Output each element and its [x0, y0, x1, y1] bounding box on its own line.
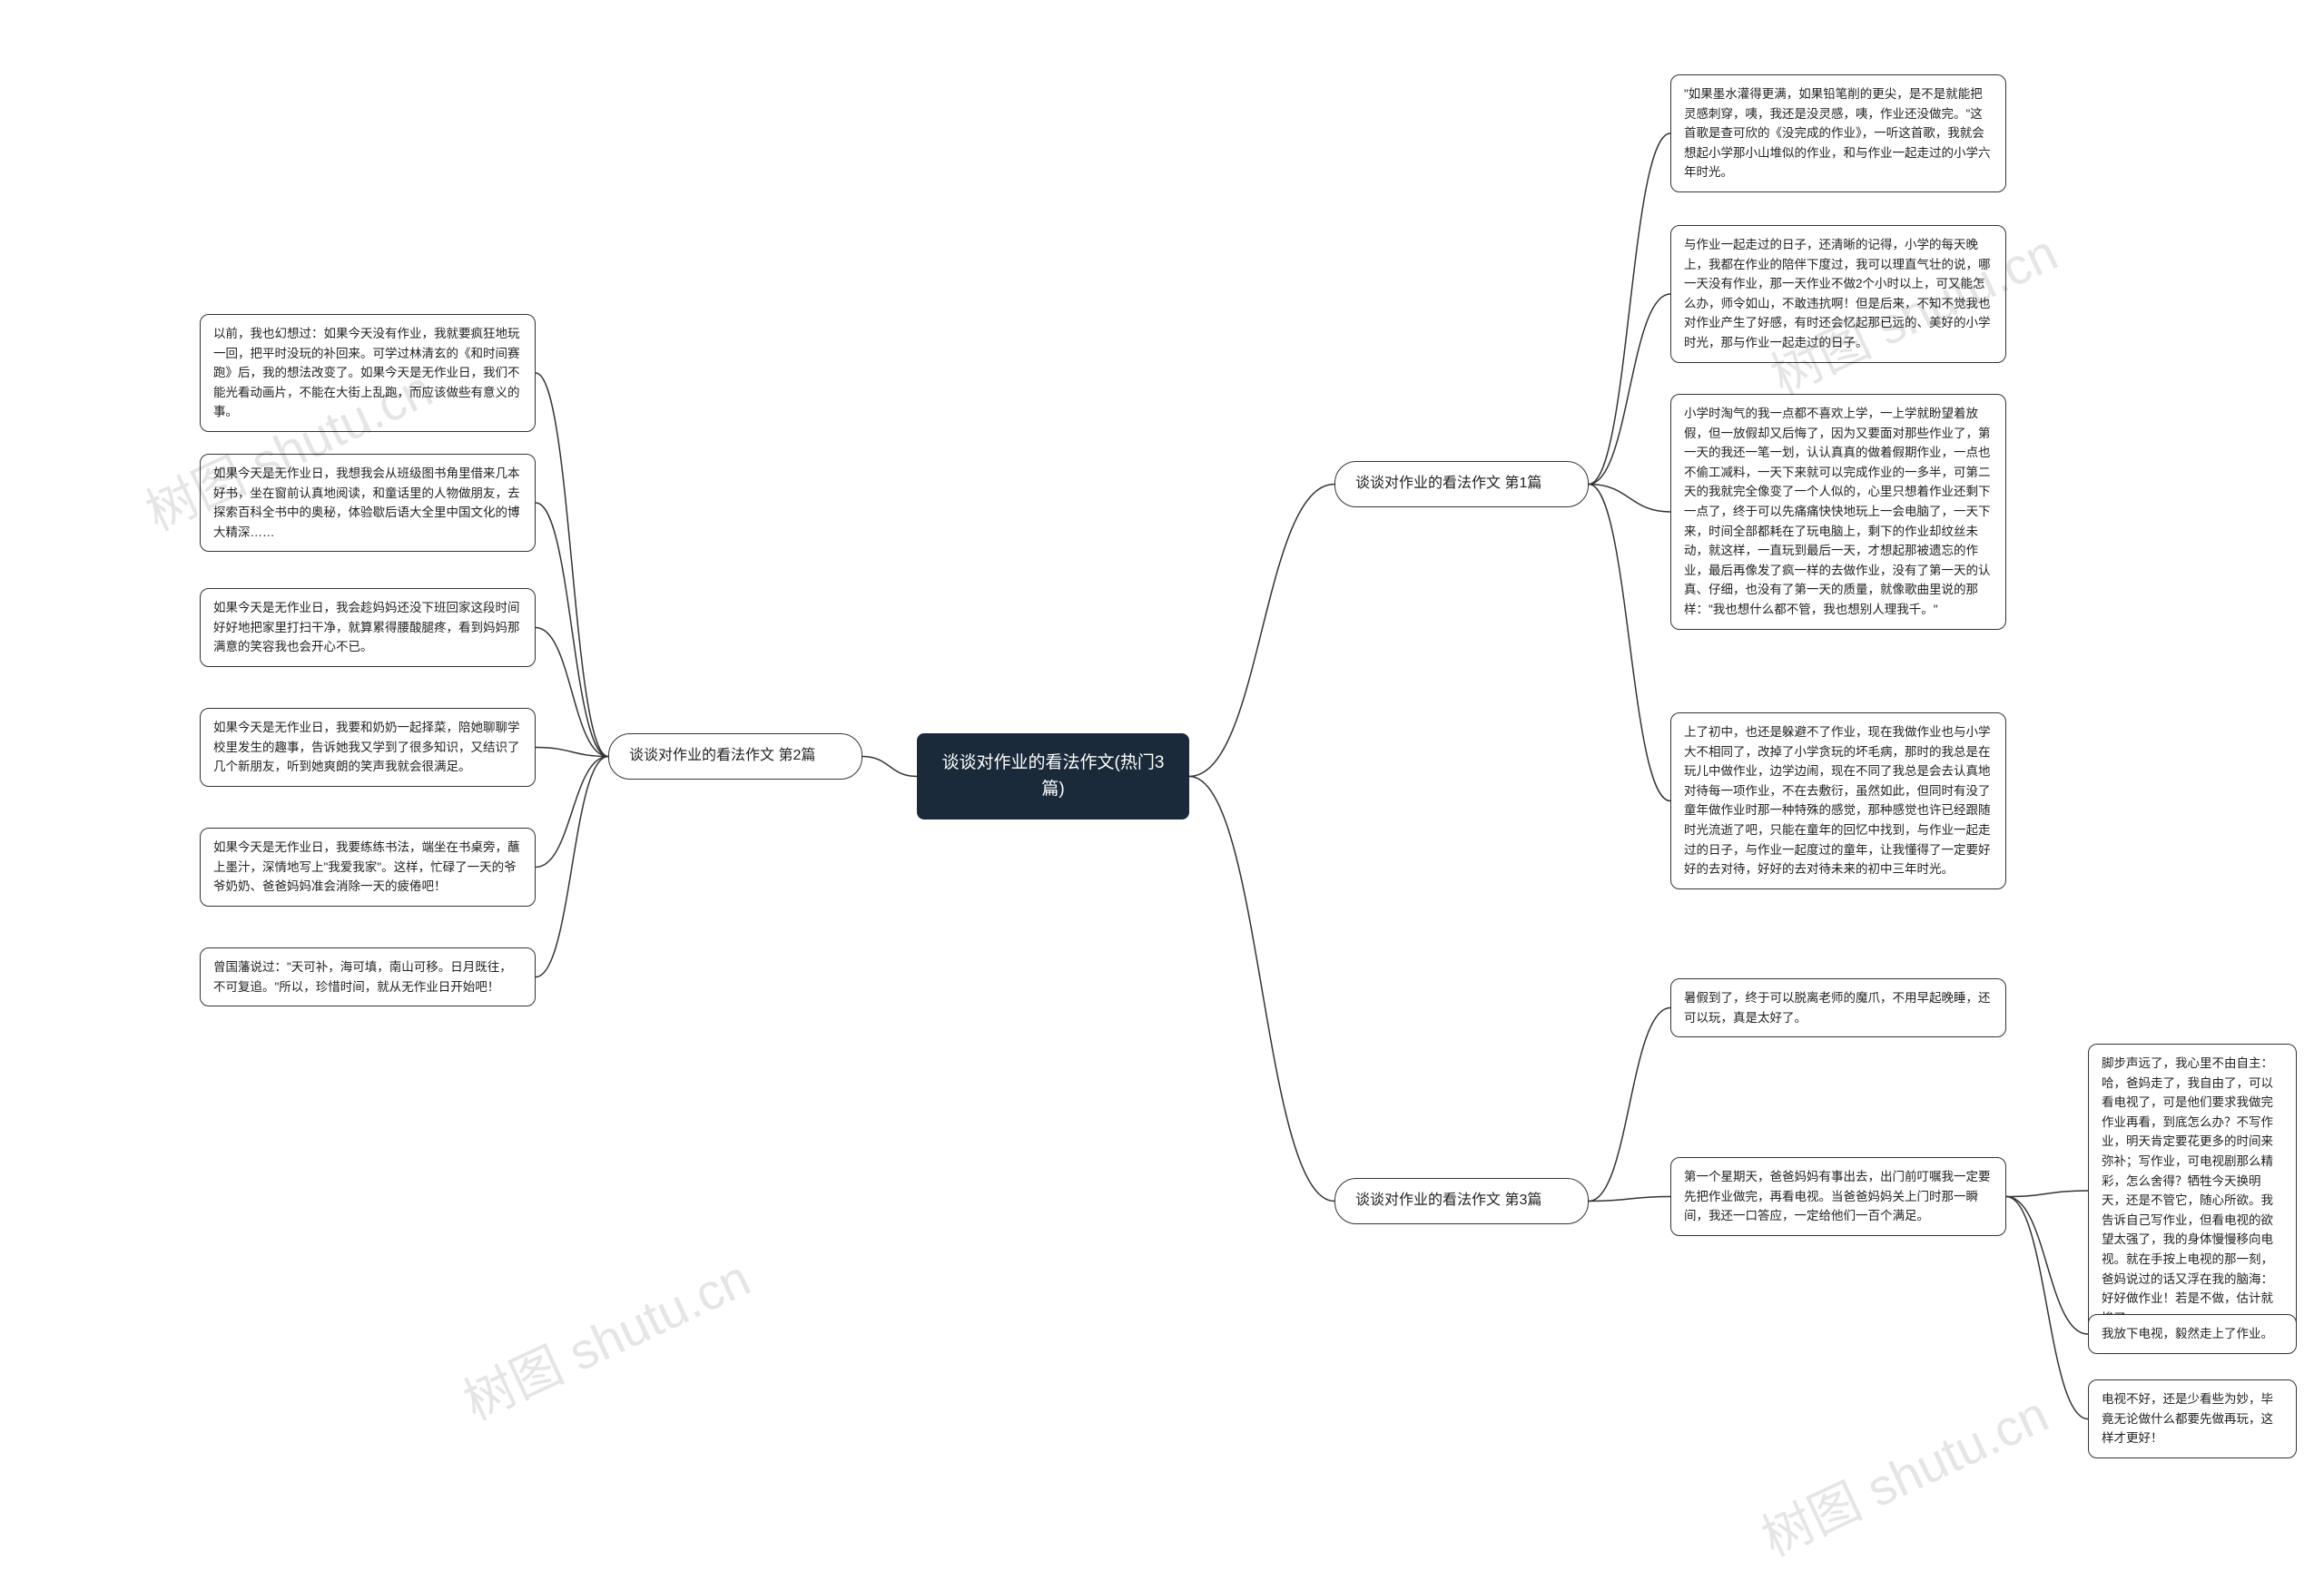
leaf-b1-2: 与作业一起走过的日子，还清晰的记得，小学的每天晚上，我都在作业的陪伴下度过，我可… [1670, 225, 2006, 363]
leaf-b2-2: 如果今天是无作业日，我想我会从班级图书角里借来几本好书，坐在窗前认真地阅读，和童… [200, 454, 536, 552]
leaf-text: 如果今天是无作业日，我要和奶奶一起择菜，陪她聊聊学校里发生的趣事，告诉她我又学到… [213, 721, 520, 773]
leaf-b2-4: 如果今天是无作业日，我要和奶奶一起择菜，陪她聊聊学校里发生的趣事，告诉她我又学到… [200, 708, 536, 787]
leaf-text: 第一个星期天，爸爸妈妈有事出去，出门前叮嘱我一定要先把作业做完，再看电视。当爸爸… [1684, 1170, 1991, 1222]
branch-3: 谈谈对作业的看法作文 第3篇 [1334, 1178, 1589, 1224]
branch-2: 谈谈对作业的看法作文 第2篇 [608, 733, 862, 780]
leaf-text: 如果今天是无作业日，我会趁妈妈还没下班回家这段时间好好地把家里打扫干净，就算累得… [213, 601, 520, 653]
leaf-text: 电视不好，还是少看些为妙，毕竟无论做什么都要先做再玩，这样才更好！ [2102, 1392, 2273, 1445]
leaf-b3-2: 第一个星期天，爸爸妈妈有事出去，出门前叮嘱我一定要先把作业做完，再看电视。当爸爸… [1670, 1157, 2006, 1236]
leaf-text: 小学时淘气的我一点都不喜欢上学，一上学就盼望着放假，但一放假却又后悔了，因为又要… [1684, 407, 1991, 616]
leaf-b3-2-3: 电视不好，还是少看些为妙，毕竟无论做什么都要先做再玩，这样才更好！ [2088, 1379, 2297, 1458]
leaf-text: 脚步声远了，我心里不由自主：哈，爸妈走了，我自由了，可以看电视了，可是他们要求我… [2102, 1056, 2273, 1325]
branch-1-label: 谈谈对作业的看法作文 第1篇 [1355, 476, 1541, 491]
leaf-b3-1: 暑假到了，终于可以脱离老师的魔爪，不用早起晚睡，还可以玩，真是太好了。 [1670, 978, 2006, 1037]
root-title: 谈谈对作业的看法作文(热门3篇) [942, 753, 1165, 799]
leaf-b3-2-2: 我放下电视，毅然走上了作业。 [2088, 1314, 2297, 1354]
branch-3-label: 谈谈对作业的看法作文 第3篇 [1355, 1192, 1541, 1208]
leaf-text: 我放下电视，毅然走上了作业。 [2102, 1327, 2273, 1340]
leaf-b2-6: 曾国藩说过："天可补，海可填，南山可移。日月既往，不可复追。"所以，珍惜时间，就… [200, 947, 536, 1006]
branch-2-label: 谈谈对作业的看法作文 第2篇 [629, 748, 815, 763]
leaf-text: 曾国藩说过："天可补，海可填，南山可移。日月既往，不可复追。"所以，珍惜时间，就… [213, 960, 512, 994]
leaf-text: 以前，我也幻想过：如果今天没有作业，我就要疯狂地玩一回，把平时没玩的补回来。可学… [213, 327, 520, 418]
branch-1: 谈谈对作业的看法作文 第1篇 [1334, 461, 1589, 507]
watermark: 树图 shutu.cn [1748, 1374, 2059, 1571]
leaf-text: 上了初中，也还是躲避不了作业，现在我做作业也与小学大不相同了，改掉了小学贪玩的坏… [1684, 725, 1991, 876]
leaf-b2-5: 如果今天是无作业日，我要练练书法，端坐在书桌旁，蘸上墨汁，深情地写上"我爱我家"… [200, 828, 536, 907]
leaf-text: 与作业一起走过的日子，还清晰的记得，小学的每天晚上，我都在作业的陪伴下度过，我可… [1684, 238, 1991, 349]
leaf-text: 如果今天是无作业日，我想我会从班级图书角里借来几本好书，坐在窗前认真地阅读，和童… [213, 466, 520, 539]
leaf-b1-1: "如果墨水灌得更满，如果铅笔削的更尖，是不是就能把灵感刺穿，咦，我还是没灵感，咦… [1670, 74, 2006, 192]
leaf-text: "如果墨水灌得更满，如果铅笔削的更尖，是不是就能把灵感刺穿，咦，我还是没灵感，咦… [1684, 87, 1991, 179]
watermark: 树图 shutu.cn [450, 1238, 761, 1435]
mindmap-canvas: 谈谈对作业的看法作文(热门3篇) 谈谈对作业的看法作文 第1篇 谈谈对作业的看法… [0, 0, 2324, 1590]
leaf-text: 暑假到了，终于可以脱离老师的魔爪，不用早起晚睡，还可以玩，真是太好了。 [1684, 991, 1991, 1025]
leaf-b1-4: 上了初中，也还是躲避不了作业，现在我做作业也与小学大不相同了，改掉了小学贪玩的坏… [1670, 712, 2006, 889]
leaf-b2-3: 如果今天是无作业日，我会趁妈妈还没下班回家这段时间好好地把家里打扫干净，就算累得… [200, 588, 536, 667]
root-node: 谈谈对作业的看法作文(热门3篇) [917, 733, 1189, 820]
leaf-b3-2-1: 脚步声远了，我心里不由自主：哈，爸妈走了，我自由了，可以看电视了，可是他们要求我… [2088, 1044, 2297, 1338]
leaf-text: 如果今天是无作业日，我要练练书法，端坐在书桌旁，蘸上墨汁，深情地写上"我爱我家"… [213, 840, 520, 893]
leaf-b1-3: 小学时淘气的我一点都不喜欢上学，一上学就盼望着放假，但一放假却又后悔了，因为又要… [1670, 394, 2006, 630]
leaf-b2-1: 以前，我也幻想过：如果今天没有作业，我就要疯狂地玩一回，把平时没玩的补回来。可学… [200, 314, 536, 432]
